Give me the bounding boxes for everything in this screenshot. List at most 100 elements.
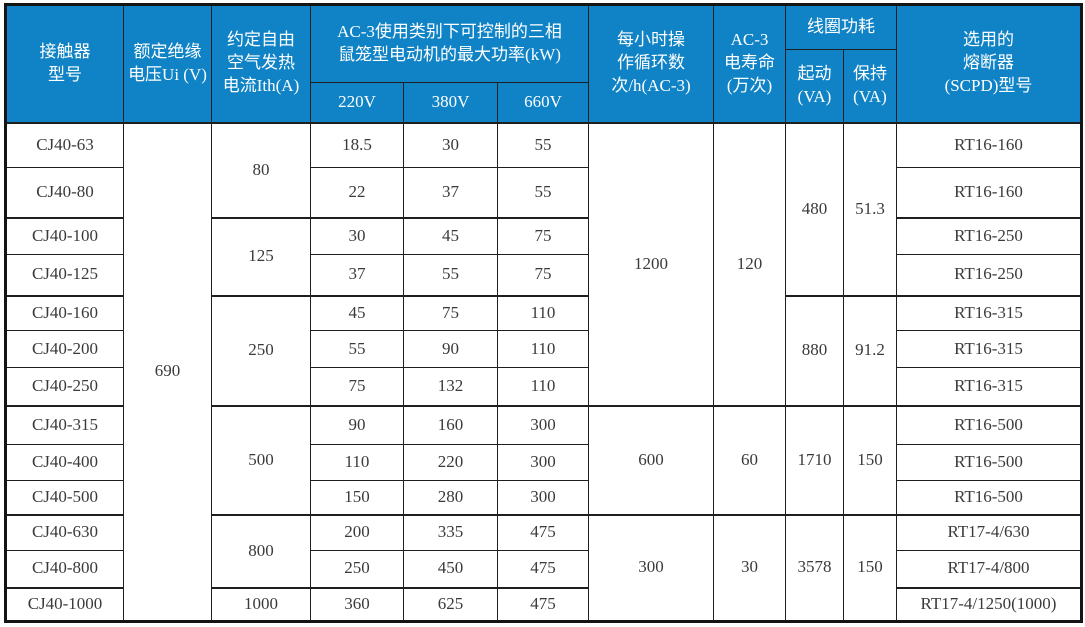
header-model: 接触器 型号 xyxy=(5,4,124,124)
cell-coil-start: 480 xyxy=(785,122,844,297)
cell-power-380: 280 xyxy=(403,480,498,516)
header-power-220v: 220V xyxy=(310,82,404,124)
table-row: CJ40-315 500 90 160 300 600 60 1710 150 … xyxy=(5,405,1082,516)
cell-cycles: 1200 xyxy=(588,122,714,407)
table-row: CJ40-200 55 90 110 RT16-315 xyxy=(5,330,1082,368)
cell-power-660: 300 xyxy=(497,405,589,445)
cell-fuse: RT17-4/630 xyxy=(896,514,1082,551)
cell-model: CJ40-200 xyxy=(5,330,124,368)
cell-fuse: RT16-160 xyxy=(896,122,1082,168)
cell-life: 120 xyxy=(713,122,786,407)
table-row: CJ40-63 690 80 18.5 30 55 1200 120 480 5… xyxy=(5,122,1082,622)
cell-power-660: 110 xyxy=(497,367,589,407)
cell-power-660: 475 xyxy=(497,514,589,551)
cell-model: CJ40-160 xyxy=(5,295,124,331)
cell-ith: 80 xyxy=(211,122,311,219)
cell-power-220: 75 xyxy=(310,367,404,407)
cell-coil-start: 880 xyxy=(785,295,844,407)
cell-power-380: 450 xyxy=(403,550,498,589)
cell-fuse: RT16-500 xyxy=(896,444,1082,481)
cell-power-220: 37 xyxy=(310,254,404,297)
spec-table-container: 接触器 型号 额定绝缘 电压Ui (V) 约定自由 空气发热 电流Ith(A) … xyxy=(4,3,1083,623)
header-thermal-current: 约定自由 空气发热 电流Ith(A) xyxy=(211,4,311,124)
cell-power-220: 150 xyxy=(310,480,404,516)
cell-cycles: 300 xyxy=(588,514,714,622)
cell-ui-voltage: 690 xyxy=(123,122,212,622)
table-row: CJ40-1000 1000 360 625 475 RT17-4/1250(1… xyxy=(5,587,1082,622)
cell-power-220: 22 xyxy=(310,167,404,219)
cell-power-220: 30 xyxy=(310,217,404,255)
header-electrical-life: AC-3 电寿命 (万次) xyxy=(713,4,786,124)
cell-power-380: 625 xyxy=(403,587,498,622)
cell-power-660: 110 xyxy=(497,295,589,331)
header-coil-group: 线圈功耗 xyxy=(785,4,897,50)
cell-ith: 250 xyxy=(211,295,311,407)
table-row: CJ40-100 125 30 45 75 RT16-250 xyxy=(5,217,1082,297)
header-cycles: 每小时操 作循环数 次/h(AC-3) xyxy=(588,4,714,124)
cell-coil-start: 3578 xyxy=(785,514,844,622)
cell-power-220: 45 xyxy=(310,295,404,331)
cell-life: 60 xyxy=(713,405,786,516)
cell-power-220: 360 xyxy=(310,587,404,622)
table-row: CJ40-160 250 45 75 110 880 91.2 RT16-315 xyxy=(5,295,1082,407)
cell-ith: 500 xyxy=(211,405,311,516)
cell-model: CJ40-315 xyxy=(5,405,124,445)
cell-power-380: 160 xyxy=(403,405,498,445)
cell-power-660: 55 xyxy=(497,122,589,168)
cell-power-380: 37 xyxy=(403,167,498,219)
table-row: CJ40-80 22 37 55 RT16-160 xyxy=(5,167,1082,219)
cell-power-220: 18.5 xyxy=(310,122,404,168)
cell-coil-hold: 150 xyxy=(843,405,897,516)
header-power-380v: 380V xyxy=(403,82,498,124)
header-fuse: 选用的 熔断器 (SCPD)型号 xyxy=(896,4,1082,124)
cell-power-660: 300 xyxy=(497,444,589,481)
cell-power-220: 250 xyxy=(310,550,404,589)
cell-power-380: 30 xyxy=(403,122,498,168)
header-coil-start: 起动 (VA) xyxy=(785,49,844,124)
cell-coil-hold: 91.2 xyxy=(843,295,897,407)
cell-fuse: RT16-315 xyxy=(896,330,1082,368)
cell-power-660: 110 xyxy=(497,330,589,368)
cell-power-660: 75 xyxy=(497,254,589,297)
cell-power-380: 45 xyxy=(403,217,498,255)
cell-fuse: RT16-315 xyxy=(896,295,1082,331)
cell-model: CJ40-250 xyxy=(5,367,124,407)
cell-fuse: RT16-315 xyxy=(896,367,1082,407)
header-coil-hold: 保持 (VA) xyxy=(843,49,897,124)
cell-power-660: 75 xyxy=(497,217,589,255)
cell-power-380: 335 xyxy=(403,514,498,551)
cell-power-660: 300 xyxy=(497,480,589,516)
table-row: CJ40-125 37 55 75 RT16-250 xyxy=(5,254,1082,297)
cell-power-660: 55 xyxy=(497,167,589,219)
cell-model: CJ40-125 xyxy=(5,254,124,297)
table-body: CJ40-63 690 80 18.5 30 55 1200 120 480 5… xyxy=(5,122,1082,622)
cell-model: CJ40-100 xyxy=(5,217,124,255)
cell-coil-hold: 51.3 xyxy=(843,122,897,297)
cell-model: CJ40-630 xyxy=(5,514,124,551)
cell-fuse: RT16-250 xyxy=(896,254,1082,297)
cell-coil-start: 1710 xyxy=(785,405,844,516)
cell-power-380: 220 xyxy=(403,444,498,481)
cell-ith: 800 xyxy=(211,514,311,589)
table-row: CJ40-800 250 450 475 RT17-4/800 xyxy=(5,550,1082,589)
cell-model: CJ40-1000 xyxy=(5,587,124,622)
cell-model: CJ40-500 xyxy=(5,480,124,516)
cell-power-380: 132 xyxy=(403,367,498,407)
cell-fuse: RT16-250 xyxy=(896,217,1082,255)
cell-model: CJ40-800 xyxy=(5,550,124,589)
cell-power-380: 75 xyxy=(403,295,498,331)
cell-power-220: 200 xyxy=(310,514,404,551)
cell-power-220: 110 xyxy=(310,444,404,481)
header-insulation-voltage: 额定绝缘 电压Ui (V) xyxy=(123,4,212,124)
cell-fuse: RT16-500 xyxy=(896,480,1082,516)
table-row: CJ40-250 75 132 110 RT16-315 xyxy=(5,367,1082,407)
header-power-660v: 660V xyxy=(497,82,589,124)
table-row: CJ40-500 150 280 300 RT16-500 xyxy=(5,480,1082,516)
cell-power-660: 475 xyxy=(497,550,589,589)
cell-power-220: 90 xyxy=(310,405,404,445)
cell-power-380: 90 xyxy=(403,330,498,368)
cell-life: 30 xyxy=(713,514,786,622)
cell-fuse: RT16-500 xyxy=(896,405,1082,445)
cell-cycles: 600 xyxy=(588,405,714,516)
table-row: CJ40-400 110 220 300 RT16-500 xyxy=(5,444,1082,481)
